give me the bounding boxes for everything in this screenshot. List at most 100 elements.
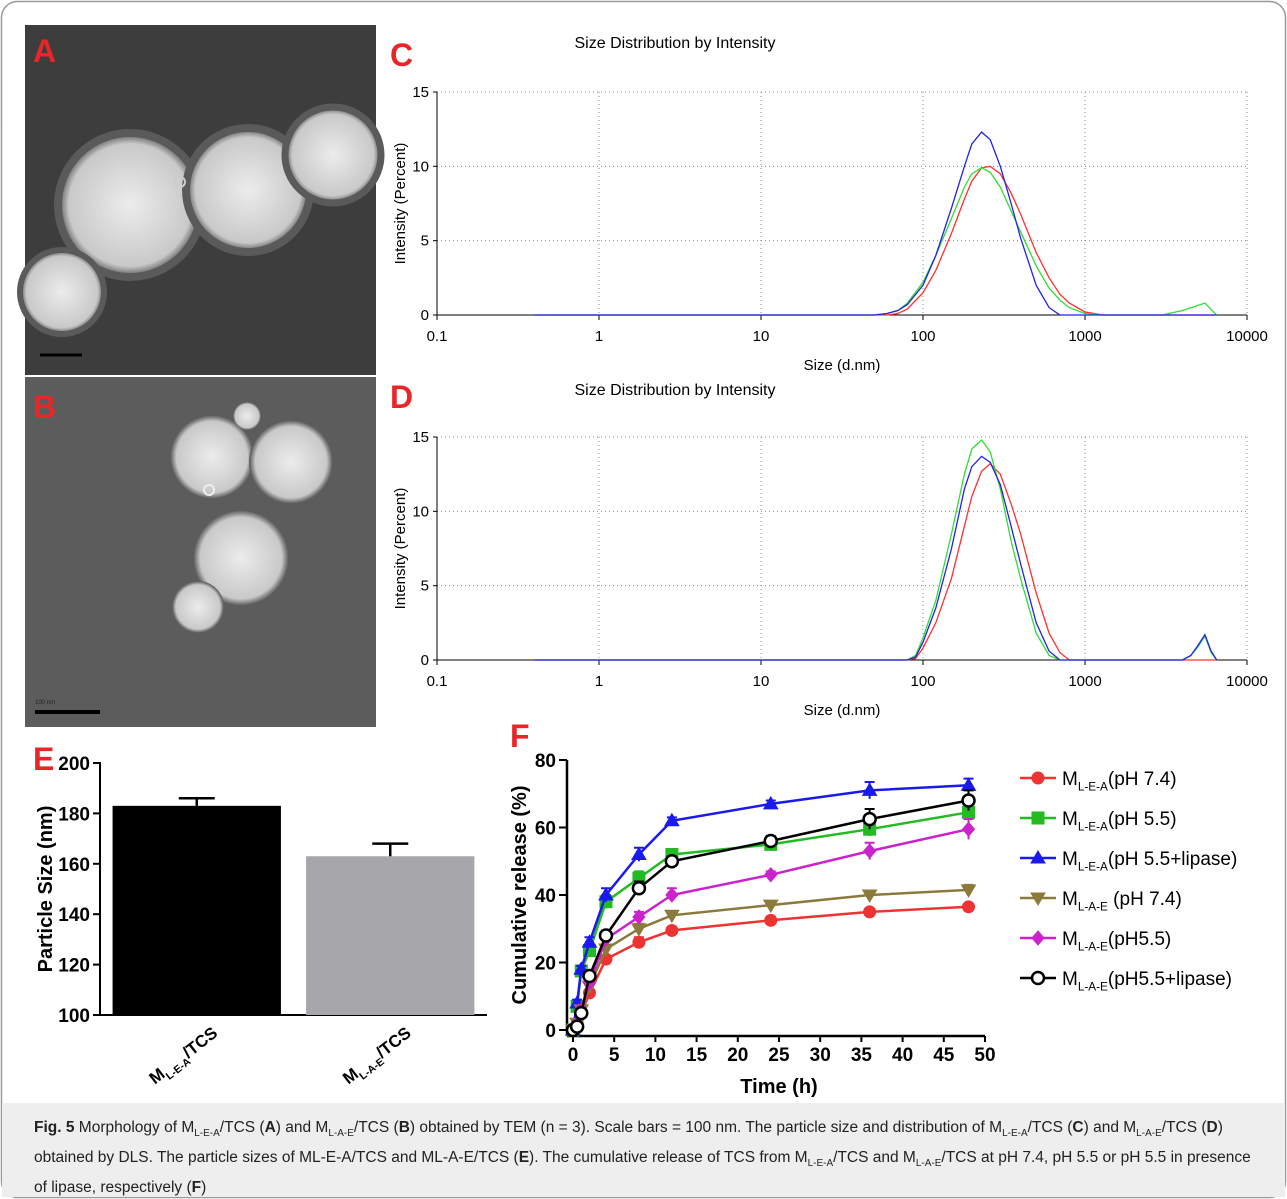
y-tick-label: 0	[421, 652, 429, 669]
caption-run: Morphology of M	[74, 1119, 195, 1136]
bar	[112, 805, 281, 1015]
legend-label-sub: L-E-A	[1078, 861, 1108, 874]
caption-run: L-A-E	[1136, 1128, 1162, 1140]
y-axis-label: Particle Size (nm)	[35, 806, 57, 973]
caption-run: /TCS at pH 7.4, pH 5.5 or pH 5.5 in pres…	[34, 1149, 1251, 1197]
panel-label: B	[33, 389, 56, 425]
y-tick-label: 15	[412, 84, 429, 101]
series-line	[571, 784, 969, 1031]
legend-label-main: M	[1062, 849, 1078, 870]
caption-background	[2, 1103, 1285, 1197]
x-tick-label: 10	[645, 1045, 666, 1066]
caption-run: E	[518, 1149, 530, 1167]
scale-label: 100 nm	[35, 700, 55, 706]
caption-run: ) obtained by TEM (n = 3). Scale bars = …	[409, 1119, 1003, 1136]
x-tick-label: 1	[595, 673, 603, 690]
marker	[665, 887, 679, 903]
panel-label: A	[33, 33, 56, 69]
y-axis-label: Cumulative release (%)	[509, 786, 531, 1005]
marker	[632, 909, 646, 925]
caption-run: L-E-A	[1002, 1128, 1028, 1140]
marker	[569, 1019, 585, 1034]
marker	[861, 782, 878, 796]
caption: Fig. 5 Morphology of ML-E-A/TCS (A) and …	[34, 1116, 1259, 1199]
marker	[1031, 771, 1045, 785]
tem-image-b	[25, 377, 376, 727]
panel-label: F	[510, 718, 530, 754]
marker	[664, 854, 680, 869]
marker	[1031, 930, 1045, 946]
marker	[861, 889, 878, 903]
legend-label-sub: L-E-A	[1078, 821, 1108, 834]
caption-run: L-A-E	[328, 1128, 354, 1140]
legend-label-sub: L-E-A	[1078, 781, 1108, 794]
y-tick-label: 40	[535, 886, 556, 907]
chart-title: Size Distribution by Intensity	[575, 35, 776, 52]
marker	[631, 846, 647, 860]
chart-title: Size Distribution by Intensity	[575, 382, 776, 399]
y-tick-label: 0	[421, 307, 429, 324]
x-axis-label: Size (d.nm)	[804, 357, 881, 374]
caption-run: )	[201, 1179, 207, 1197]
legend-label: ML-A-E(pH5.5+lipase)	[1062, 969, 1232, 994]
x-tick-label: 25	[768, 1045, 790, 1066]
series-line	[534, 455, 1218, 661]
marker	[598, 928, 614, 943]
x-tick-label: 1000	[1068, 328, 1101, 345]
marker	[632, 935, 646, 949]
y-tick-label: 10	[412, 503, 429, 520]
y-tick-label: 10	[412, 158, 429, 175]
y-tick-label: 60	[535, 819, 556, 840]
y-tick-label: 200	[58, 754, 90, 775]
marker	[764, 913, 778, 927]
y-axis-label: Intensity (Percent)	[392, 143, 409, 265]
legend-label-sub: L-A-E	[1078, 981, 1108, 994]
marker	[665, 923, 679, 937]
legend-label: ML-E-A(pH 7.4)	[1062, 769, 1177, 794]
x-tick-label: 20	[727, 1045, 748, 1066]
legend-label-rest: (pH 5.5+lipase)	[1108, 849, 1237, 870]
y-axis-label: Intensity (Percent)	[392, 488, 409, 610]
marker	[962, 900, 976, 914]
x-tick-label: 0	[568, 1045, 579, 1066]
x-tick-label: 30	[810, 1045, 831, 1066]
legend-label: ML-E-A(pH 5.5)	[1062, 809, 1177, 834]
marker	[960, 884, 977, 898]
marker	[1030, 850, 1046, 864]
panel-label: C	[390, 37, 413, 73]
caption-run: L-E-A	[807, 1158, 834, 1170]
marker	[762, 795, 779, 810]
caption-run: ) and M	[1083, 1119, 1137, 1136]
x-axis-label: Time (h)	[740, 1076, 817, 1098]
y-tick-label: 5	[421, 233, 429, 250]
y-tick-label: 100	[58, 1006, 90, 1027]
caption-run: ) obtained by DLS. The particle sizes of…	[34, 1119, 1223, 1167]
legend-label-rest: (pH 7.4)	[1108, 769, 1177, 790]
x-tick-label: 10000	[1226, 673, 1268, 690]
marker	[961, 821, 976, 837]
marker	[862, 811, 877, 827]
caption-run: A	[264, 1119, 276, 1136]
marker	[664, 909, 680, 924]
caption-run: L-E-A	[194, 1128, 220, 1140]
x-tick-label: 0.1	[427, 328, 448, 345]
caption-run: /TCS and M	[833, 1149, 916, 1167]
panel-label: D	[390, 379, 413, 415]
legend-label-rest: (pH 7.4)	[1108, 889, 1182, 910]
x-tick-label: 35	[851, 1045, 873, 1066]
caption-run: L-A-E	[915, 1158, 942, 1170]
caption-run: /TCS (	[1161, 1119, 1207, 1136]
x-tick-label: 1	[595, 328, 603, 345]
panel-label: E	[33, 741, 54, 777]
legend-label-main: M	[1062, 809, 1078, 830]
marker	[664, 812, 680, 827]
y-tick-label: 15	[412, 429, 429, 446]
marker	[582, 968, 597, 984]
marker	[863, 905, 877, 919]
error-bar	[372, 842, 409, 857]
x-tick-label: 100	[910, 328, 935, 345]
marker	[763, 833, 779, 849]
legend-label: ML-A-E(pH5.5)	[1062, 929, 1171, 954]
x-tick-label: 45	[933, 1045, 955, 1066]
